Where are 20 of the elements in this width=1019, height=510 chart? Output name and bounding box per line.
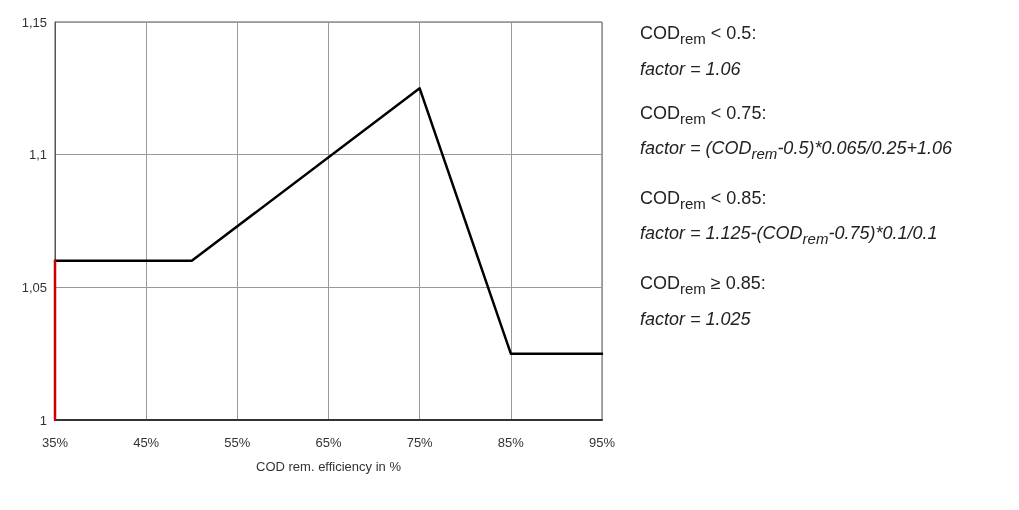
text: COD$_{rem}$ < 0.5: [640,22,758,49]
y-tick-label: 1,05 [21,279,47,295]
x-tick-label: 95% [588,435,616,450]
x-tick-label: 75% [406,435,434,450]
text: COD$_{rem}$ ≥ 0.85: [640,271,767,299]
x-tick-label: 55% [224,435,251,450]
text: COD$_{rem}$ < 0.85: [640,186,768,214]
text: factor = (COD$_{rem}$-0.5)*0.065/0.25+1.06 [640,137,953,164]
x-tick-label: 65% [315,435,342,450]
text: COD$_{rem}$ < 0.75: [640,101,768,129]
x-axis-title: COD rem. efficiency in % [256,459,402,474]
y-tick-label: 1,15 [21,14,47,30]
x-tick-label: 45% [133,435,160,450]
y-tick-label: 1 [39,412,47,428]
y-tick-label: 1,1 [28,147,47,163]
x-tick-label: 35% [41,435,69,450]
text: factor = 1.025 [640,307,752,331]
text: factor = 1.06 [640,57,742,81]
x-tick-label: 85% [497,435,525,450]
text: factor = 1.125-(COD$_{rem}$-0.75)*0.1/0.1 [640,222,939,249]
